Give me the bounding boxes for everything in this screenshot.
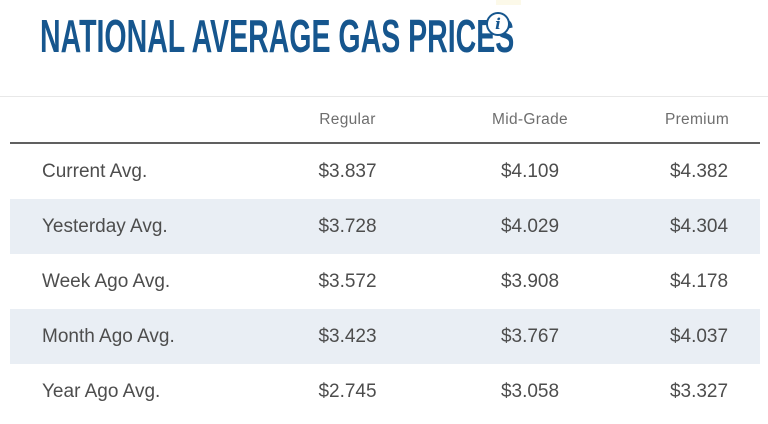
info-icon-glyph: i [495, 15, 501, 33]
midgrade-price: $3.908 [500, 270, 560, 292]
table-row-year-ago-avg: Year Ago Avg. $2.745 $3.058 $3.327 [10, 364, 760, 419]
column-header-midgrade: Mid-Grade [492, 110, 568, 128]
page-edge-artifact [496, 0, 521, 5]
table-top-divider [0, 96, 768, 97]
row-label: Week Ago Avg. [42, 270, 171, 292]
midgrade-price: $3.058 [500, 380, 560, 402]
premium-price: $4.304 [669, 215, 729, 237]
row-label: Month Ago Avg. [42, 325, 175, 347]
regular-price: $3.423 [318, 325, 377, 347]
table-row-week-ago-avg: Week Ago Avg. $3.572 $3.908 $4.178 [10, 254, 760, 309]
table-header-row: Regular Mid-Grade Premium [10, 97, 760, 144]
info-icon[interactable]: i [486, 12, 510, 36]
column-header-premium: Premium [664, 110, 730, 128]
regular-price: $2.745 [318, 380, 377, 402]
row-label: Current Avg. [42, 160, 148, 182]
premium-price: $4.178 [669, 270, 729, 292]
regular-price: $3.728 [318, 215, 377, 237]
page-title: NATIONAL AVERAGE GAS PRICES [40, 10, 515, 62]
midgrade-price: $3.767 [500, 325, 560, 347]
regular-price: $3.572 [318, 270, 377, 292]
table-row-current-avg: Current Avg. $3.837 $4.109 $4.382 [10, 144, 760, 199]
gas-prices-table: Regular Mid-Grade Premium Current Avg. $… [0, 96, 768, 419]
table-row-yesterday-avg: Yesterday Avg. $3.728 $4.029 $4.304 [10, 199, 760, 254]
row-label: Year Ago Avg. [42, 380, 161, 402]
regular-price: $3.837 [318, 160, 377, 182]
midgrade-price: $4.109 [500, 160, 560, 182]
midgrade-price: $4.029 [500, 215, 560, 237]
premium-price: $4.037 [669, 325, 729, 347]
page-header: NATIONAL AVERAGE GAS PRICES [40, 13, 768, 63]
premium-price: $3.327 [669, 380, 729, 402]
premium-price: $4.382 [669, 160, 729, 182]
table-row-month-ago-avg: Month Ago Avg. $3.423 $3.767 $4.037 [10, 309, 760, 364]
row-label: Yesterday Avg. [42, 215, 168, 237]
column-header-regular: Regular [319, 110, 376, 128]
